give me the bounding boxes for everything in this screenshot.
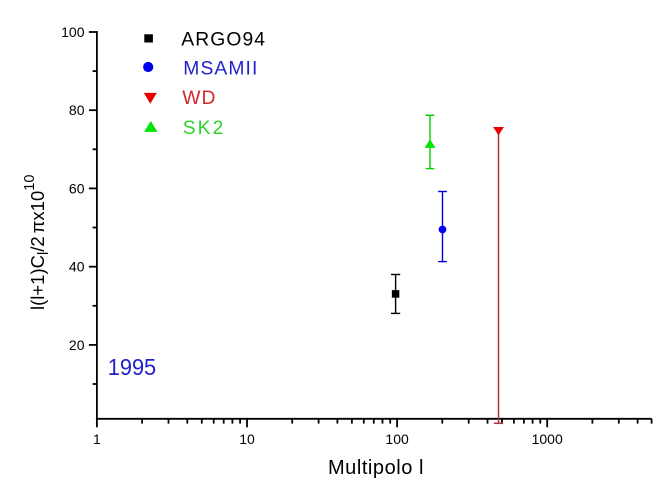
svg-text:60: 60	[69, 180, 85, 196]
svg-text:1995: 1995	[108, 355, 156, 381]
svg-text:10: 10	[239, 431, 255, 447]
svg-text:40: 40	[69, 259, 85, 275]
svg-text:1000: 1000	[532, 431, 563, 447]
svg-text:Multipolo l: Multipolo l	[328, 457, 424, 479]
svg-text:100: 100	[385, 431, 409, 447]
svg-text:1: 1	[93, 431, 101, 447]
svg-text:l(l+1)Cl/2πx1010: l(l+1)Cl/2πx1010	[22, 175, 52, 310]
svg-text:80: 80	[69, 102, 85, 118]
svg-text:WD: WD	[182, 88, 216, 109]
svg-text:MSAMII: MSAMII	[183, 59, 258, 80]
svg-text:20: 20	[69, 337, 85, 353]
svg-text:100: 100	[61, 24, 85, 40]
svg-text:SK2: SK2	[183, 118, 226, 139]
svg-text:ARGO94: ARGO94	[181, 30, 266, 51]
